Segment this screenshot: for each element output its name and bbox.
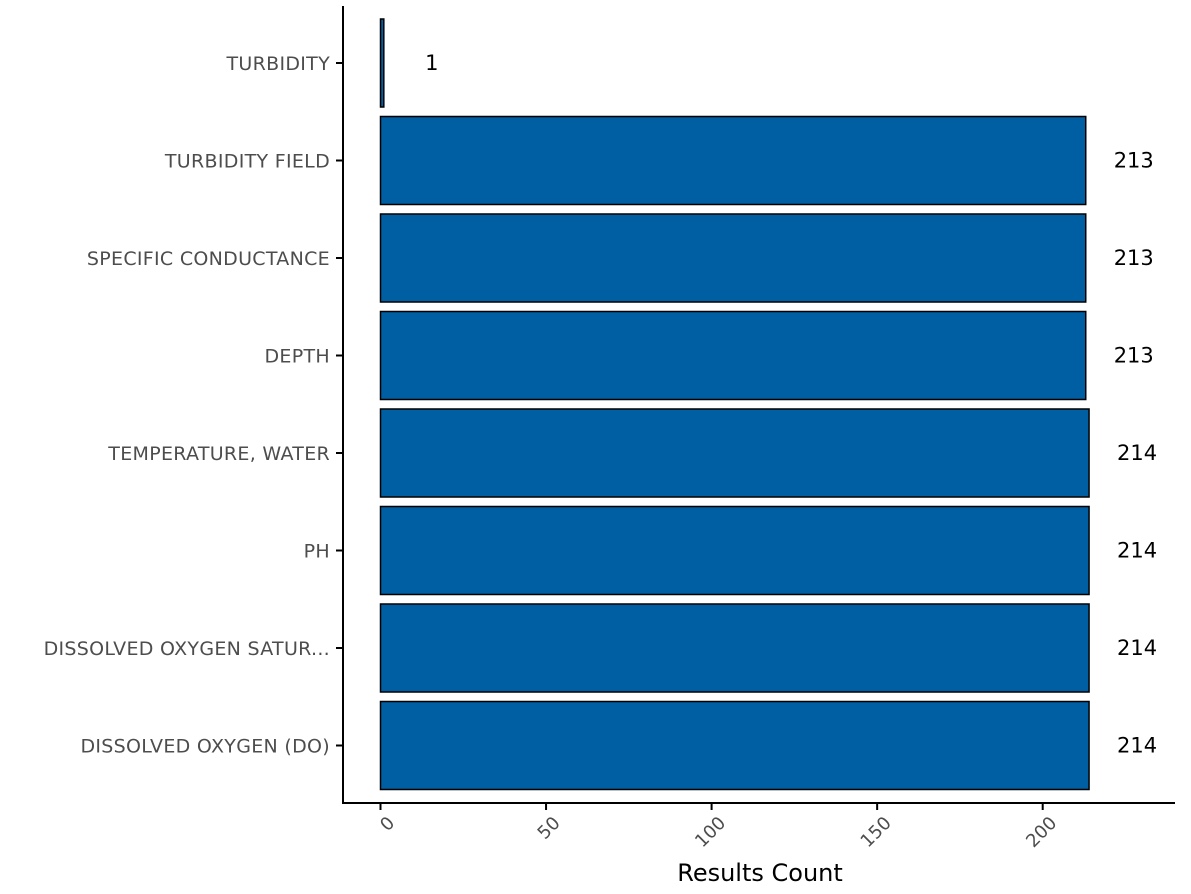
x-tick-label-0: 0 [376, 813, 399, 836]
category-label-7: DISSOLVED OXYGEN (DO) [80, 736, 330, 758]
bar-3 [379, 310, 1087, 401]
data-label-4: 214 [1117, 441, 1157, 465]
category-label-2: SPECIFIC CONDUCTANCE [87, 248, 330, 270]
bar-2 [379, 213, 1087, 303]
bar-4 [379, 408, 1090, 498]
data-label-5: 214 [1117, 539, 1157, 563]
bar-7 [379, 700, 1090, 791]
x-tick-label-1: 50 [534, 813, 565, 844]
category-label-1: TURBIDITY FIELD [164, 151, 330, 173]
bar-6 [379, 603, 1090, 693]
data-labels-group: 1 213 213 213 214 214 214 214 [425, 51, 1157, 758]
category-label-6: DISSOLVED OXYGEN SATUR... [44, 638, 330, 660]
x-ticks-group: 0 50 100 150 200 [376, 803, 1061, 852]
data-label-7: 214 [1117, 734, 1157, 758]
data-label-1: 213 [1114, 149, 1154, 173]
x-axis-title: Results Count [677, 859, 843, 887]
category-labels-group: TURBIDITY TURBIDITY FIELD SPECIFIC CONDUCT… [44, 53, 331, 758]
category-label-3: DEPTH [265, 346, 331, 368]
bar-5 [379, 505, 1090, 596]
bars-group [379, 18, 1090, 791]
bar-0 [379, 18, 385, 108]
data-label-6: 214 [1117, 636, 1157, 660]
data-label-3: 213 [1114, 344, 1154, 368]
data-label-0: 1 [425, 51, 438, 75]
y-ticks-group [336, 62, 343, 747]
category-label-4: TEMPERATURE, WATER [107, 443, 330, 465]
category-label-5: PH [304, 541, 330, 563]
x-tick-label-2: 100 [691, 813, 730, 852]
category-label-0: TURBIDITY [226, 53, 331, 75]
x-tick-label-3: 150 [857, 813, 896, 852]
x-tick-label-4: 200 [1022, 813, 1061, 852]
bar-1 [379, 115, 1087, 206]
data-label-2: 213 [1114, 246, 1154, 270]
